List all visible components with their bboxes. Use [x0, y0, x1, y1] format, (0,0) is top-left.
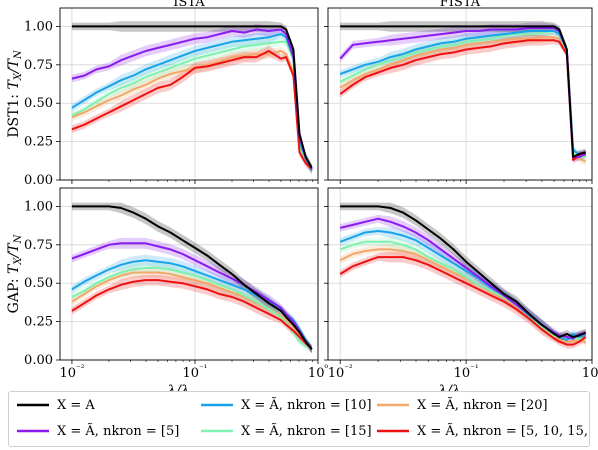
panel-title: FISTA	[440, 0, 481, 10]
series-line-kall	[339, 256, 587, 346]
y-axis-label: GAP: TX/TN	[6, 233, 24, 313]
legend-label: X = Ã, nkron = [20]	[417, 397, 548, 413]
row-label: GAP:	[6, 274, 22, 313]
axes-frame	[327, 187, 593, 361]
series-line-A	[71, 205, 313, 350]
panel-dst1-fista: FISTA	[324, 0, 593, 184]
x-tick-label: 10⁰	[308, 364, 329, 381]
y-axis-label: DST1: TX/TN	[6, 49, 24, 138]
legend-item-k5: X = Ã, nkron = [5]	[17, 423, 179, 439]
series-line-k15	[71, 40, 313, 172]
band-k15	[71, 37, 312, 175]
series-line-k20	[71, 50, 313, 172]
panels-layer: 0.00 0.25 0.50 0.75 1.00 ISTA DST1: TX/TN FISTA…	[6, 0, 598, 401]
y-tick-label: 0.00	[24, 173, 53, 188]
series-line-A	[340, 25, 586, 158]
ylabel-T: T	[6, 79, 22, 90]
series-line-kall	[71, 279, 313, 351]
axes-frame	[59, 7, 319, 181]
series-line-A	[71, 25, 313, 169]
legend-label: X = Ã, nkron = [5]	[57, 423, 179, 439]
band-kall	[71, 274, 312, 354]
x-tick-label: 10⁻²	[328, 364, 353, 381]
series-line-k20	[339, 36, 587, 163]
plot-area	[60, 8, 318, 180]
series-line-k20	[71, 271, 313, 350]
legend-label: X = Ã, nkron = [15]	[241, 423, 372, 439]
legend-item-kall: X = Ã, nkron = [5, 10, 15, 20]	[377, 423, 598, 439]
panel-gap-ista: 0.00 0.25 0.50 0.75 1.00 GAP: TX/TN 10⁻² 10⁻¹ 10…	[6, 187, 329, 401]
axes-frame	[327, 7, 593, 181]
legend-entries: X = A X = Ã, nkron = [5] X = Ã, nkron = [1…	[17, 397, 598, 439]
band-k10	[340, 25, 586, 160]
y-tick-label: 0.75	[24, 58, 53, 73]
legend-label: X = Ã, nkron = [5, 10, 15, 20]	[417, 423, 589, 439]
y-tick-label: 0.25	[24, 315, 53, 330]
y-tick-label: 0.00	[24, 353, 53, 368]
legend-item-k10: X = Ã, nkron = [10]	[201, 397, 372, 413]
y-tick-label: 1.00	[24, 199, 53, 214]
band-k5	[71, 24, 312, 174]
x-tick-label: 10⁰	[582, 364, 598, 381]
band-k20	[71, 267, 312, 354]
panel-gap-fista: 10⁻²10⁻¹10⁰λ/λmax	[324, 187, 598, 401]
x-tick-label: 10⁻¹	[454, 364, 479, 381]
ylabel-T: T	[6, 263, 22, 274]
x-tick-label: 10⁻²	[59, 364, 84, 381]
panel-dst1-ista: 0.00 0.25 0.50 0.75 1.00 ISTA DST1: TX/TN	[6, 0, 319, 188]
series-line-k5	[71, 28, 313, 170]
row-label: DST1:	[6, 90, 22, 138]
svg-text:GAP: TX/TN: GAP: TX/TN	[6, 233, 24, 313]
series-line-k5	[71, 242, 313, 350]
series-line-k10	[339, 230, 587, 341]
panel-title: ISTA	[173, 0, 205, 10]
legend-item-A: X = A	[17, 398, 95, 413]
axes-frame	[59, 187, 319, 361]
y-tick-label: 0.75	[24, 238, 53, 253]
band-kall	[340, 34, 586, 164]
legend-label: X = Ã, nkron = [10]	[241, 397, 372, 413]
y-tick-label: 0.25	[24, 135, 53, 150]
legend-item-k20: X = Ã, nkron = [20]	[377, 397, 548, 413]
legend-item-k15: X = Ã, nkron = [15]	[201, 423, 372, 439]
x-tick-label: 10⁻¹	[183, 364, 208, 381]
y-tick-label: 0.50	[24, 96, 53, 111]
series-line-A	[340, 205, 587, 338]
legend: X = A X = Ã, nkron = [5] X = Ã, nkron = [1…	[8, 391, 598, 447]
legend-label: X = A	[57, 398, 95, 413]
series-line-kall	[339, 39, 586, 161]
svg-text:DST1: TX/TN: DST1: TX/TN	[6, 49, 24, 138]
y-tick-label: 1.00	[24, 19, 53, 34]
series-line-kall	[71, 50, 313, 171]
y-tick-label: 0.50	[24, 276, 53, 291]
band-A	[340, 202, 586, 341]
